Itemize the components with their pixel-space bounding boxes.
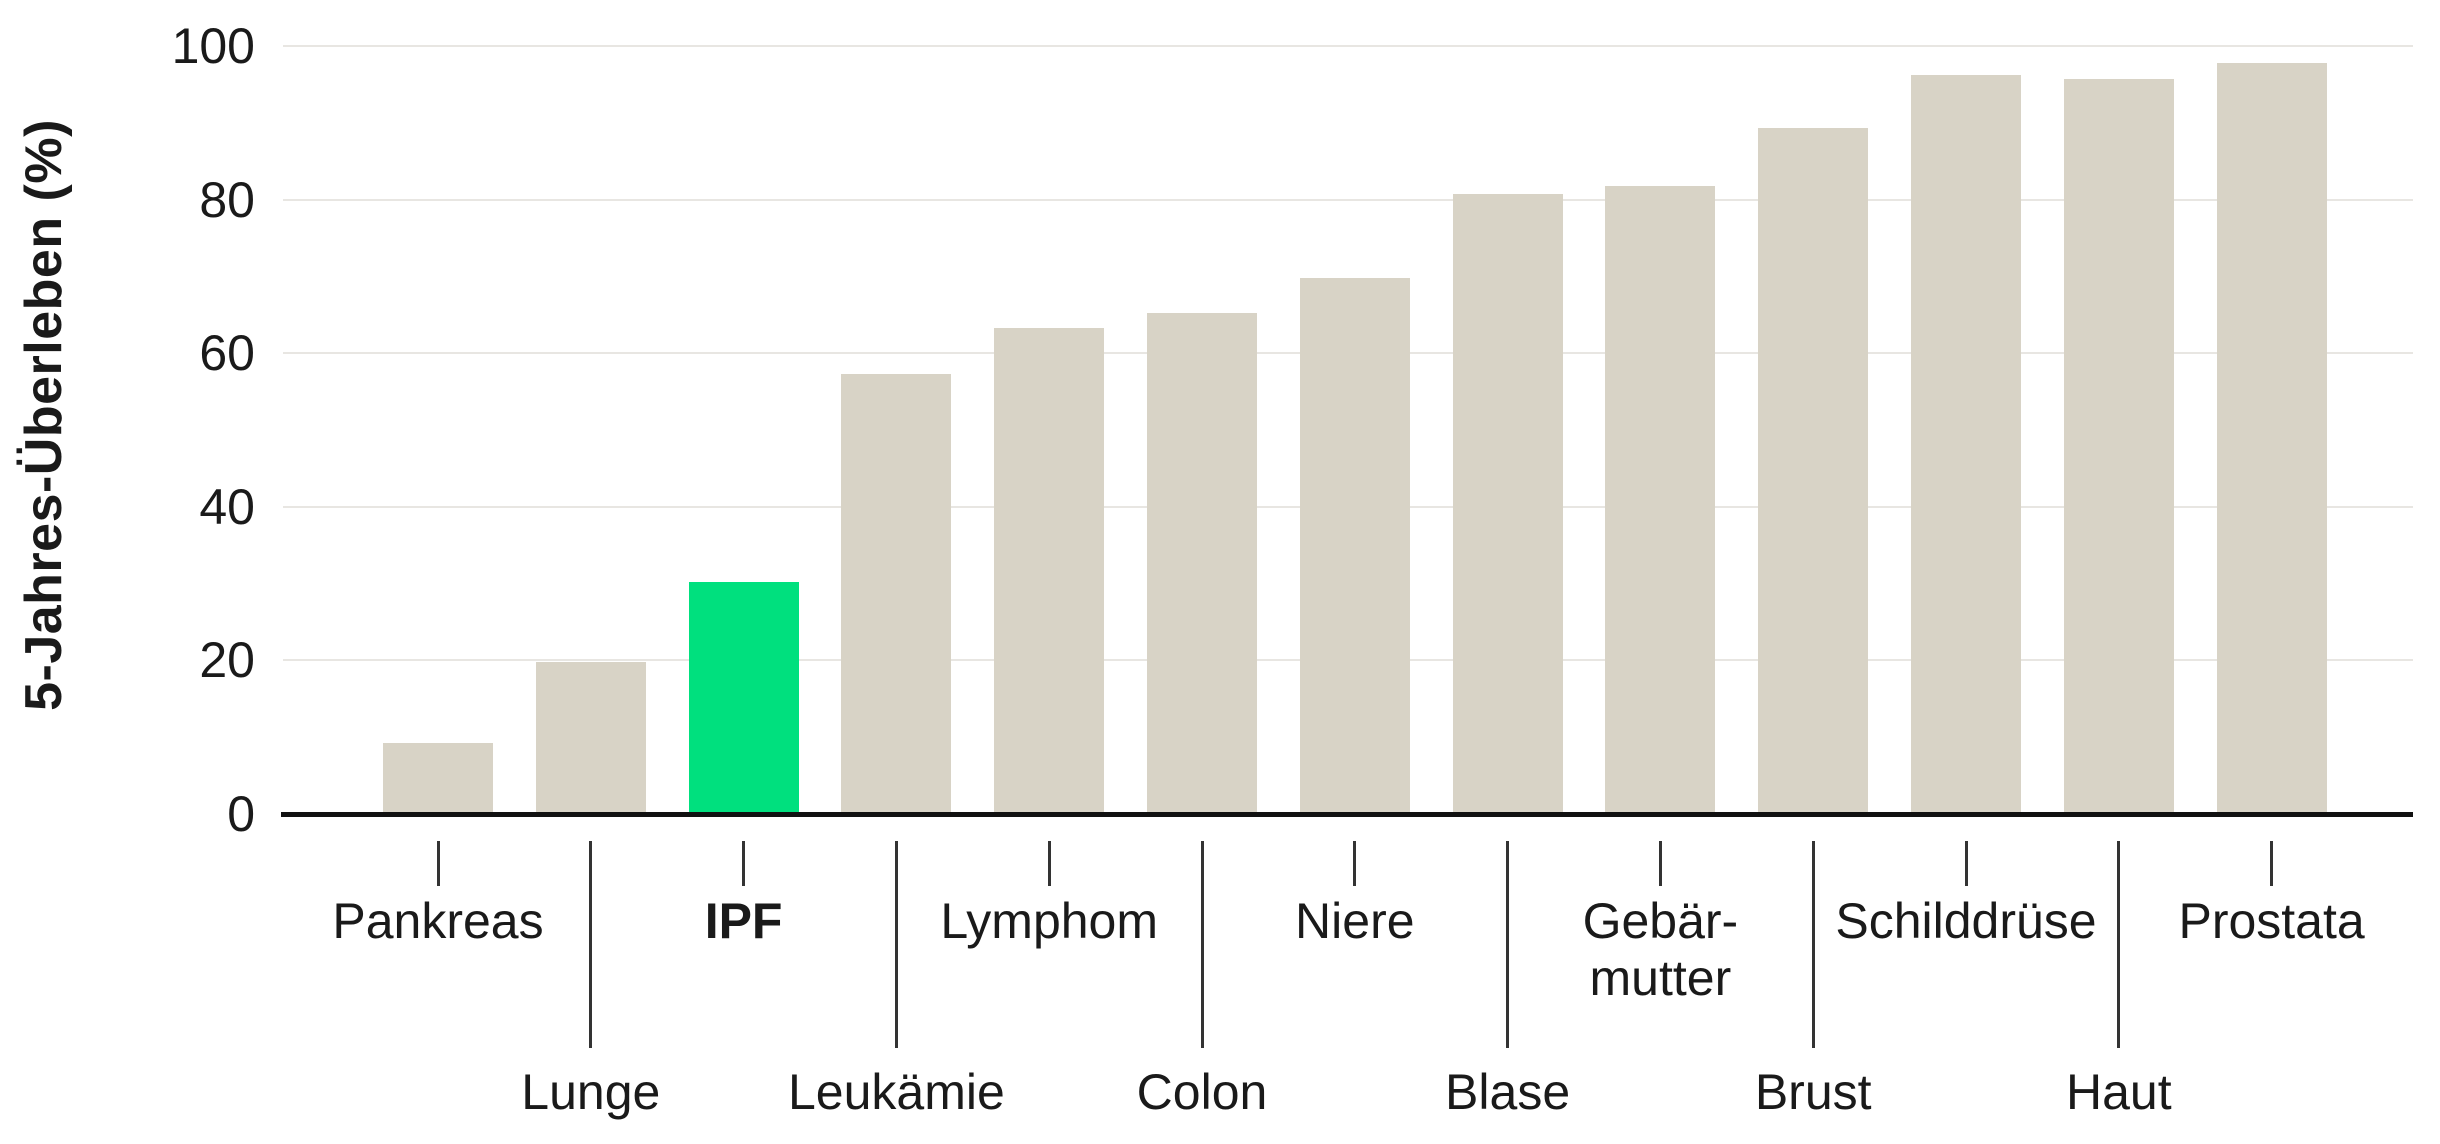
leader-line-haut bbox=[2117, 841, 2121, 1048]
category-label-brust: Brust bbox=[1754, 1064, 1872, 1120]
leader-line-gebarmutter bbox=[1658, 841, 1662, 886]
bar-leukamie bbox=[841, 374, 952, 812]
bar-ipf bbox=[688, 581, 799, 812]
leader-line-lunge bbox=[589, 841, 593, 1048]
category-label-niere: Niere bbox=[1295, 893, 1415, 949]
category-label-ipf: IPF bbox=[704, 893, 783, 949]
y-tick-label-0: 0 bbox=[227, 786, 255, 842]
category-label-leukamie: Leukämie bbox=[787, 1064, 1005, 1120]
y-tick-label-20: 20 bbox=[199, 632, 255, 689]
category-label-blase: Blase bbox=[1445, 1064, 1571, 1120]
y-tick-label-100: 100 bbox=[171, 18, 255, 74]
bar-blase bbox=[1452, 193, 1563, 812]
bar-pankreas bbox=[383, 742, 493, 812]
bar-prostata bbox=[2216, 63, 2327, 812]
bar-haut bbox=[2063, 78, 2174, 812]
x-axis-line bbox=[281, 812, 2413, 817]
category-label-pankreas: Pankreas bbox=[332, 893, 544, 949]
category-label-schilddruse: Schilddrüse bbox=[1835, 893, 2097, 949]
category-label-prostata: Prostata bbox=[2178, 893, 2365, 949]
leader-line-brust bbox=[1811, 841, 1815, 1048]
y-tick-label-80: 80 bbox=[199, 171, 255, 228]
y-tick-label-40: 40 bbox=[199, 478, 255, 535]
y-tick-label-60: 60 bbox=[199, 325, 255, 382]
leader-line-colon bbox=[1200, 841, 1204, 1048]
leader-line-leukamie bbox=[894, 841, 898, 1048]
leader-line-ipf bbox=[742, 841, 746, 886]
gridline-100 bbox=[283, 45, 2413, 47]
bar-lymphom bbox=[994, 328, 1105, 812]
bar-brust bbox=[1758, 128, 1869, 812]
leader-line-prostata bbox=[2270, 841, 2274, 886]
leader-line-schilddruse bbox=[1964, 841, 1968, 886]
leader-line-pankreas bbox=[436, 841, 440, 886]
bar-colon bbox=[1147, 312, 1257, 812]
leader-line-niere bbox=[1353, 841, 1357, 886]
bar-lunge bbox=[535, 662, 646, 812]
gridline-80 bbox=[283, 198, 2413, 201]
category-label-lymphom: Lymphom bbox=[940, 893, 1159, 949]
bar-schilddruse bbox=[1911, 74, 2021, 812]
leader-line-blase bbox=[1506, 841, 1510, 1048]
bar-gebarmutter bbox=[1605, 186, 1716, 812]
bar-niere bbox=[1299, 278, 1410, 812]
leader-line-lymphom bbox=[1047, 841, 1051, 886]
category-label-gebarmutter: Gebär-mutter bbox=[1582, 893, 1739, 1006]
category-label-colon: Colon bbox=[1136, 1064, 1268, 1120]
category-label-lunge: Lunge bbox=[521, 1064, 661, 1120]
category-label-haut: Haut bbox=[2065, 1064, 2172, 1120]
